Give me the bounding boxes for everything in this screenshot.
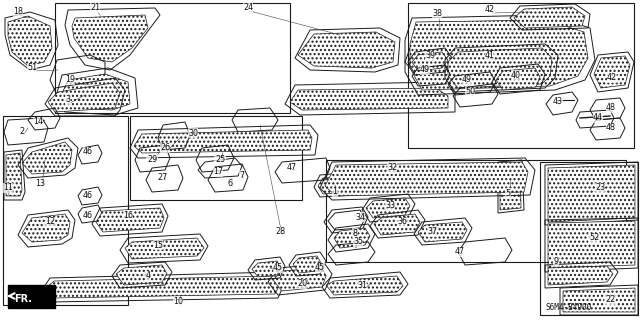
Text: 5: 5 <box>506 188 511 197</box>
Text: 28: 28 <box>275 228 285 236</box>
Polygon shape <box>298 32 395 68</box>
Text: 3: 3 <box>65 95 70 105</box>
Text: 35: 35 <box>353 237 363 246</box>
Text: 48: 48 <box>606 103 616 113</box>
Text: 37: 37 <box>427 228 437 236</box>
Polygon shape <box>318 176 356 194</box>
Text: 36: 36 <box>397 218 407 227</box>
Polygon shape <box>8 16 52 66</box>
Text: 4: 4 <box>145 271 150 281</box>
Polygon shape <box>134 130 312 153</box>
Text: 27: 27 <box>158 172 168 181</box>
Text: 7: 7 <box>239 171 244 180</box>
Polygon shape <box>548 221 635 268</box>
Text: 52: 52 <box>589 234 599 243</box>
Text: 34: 34 <box>355 212 365 221</box>
Text: 45: 45 <box>273 263 283 273</box>
Text: 16: 16 <box>123 211 133 220</box>
Polygon shape <box>448 48 552 88</box>
Polygon shape <box>6 153 22 196</box>
Text: 41: 41 <box>485 52 495 60</box>
Text: 32: 32 <box>387 164 397 172</box>
Polygon shape <box>548 266 613 285</box>
Text: 46: 46 <box>83 211 93 220</box>
Text: 33: 33 <box>385 202 395 211</box>
Text: 14: 14 <box>33 117 43 126</box>
Polygon shape <box>418 222 467 242</box>
Text: 18: 18 <box>13 7 23 17</box>
Text: 6: 6 <box>227 179 232 188</box>
Polygon shape <box>60 74 130 110</box>
Text: 8: 8 <box>353 228 358 237</box>
Text: 46: 46 <box>83 148 93 156</box>
Text: 21: 21 <box>90 4 100 12</box>
Polygon shape <box>116 265 167 285</box>
Polygon shape <box>325 162 528 196</box>
Polygon shape <box>22 214 70 242</box>
Text: 47: 47 <box>455 247 465 257</box>
Polygon shape <box>96 208 164 232</box>
Polygon shape <box>125 238 204 259</box>
Text: 17: 17 <box>213 167 223 177</box>
Text: 25: 25 <box>215 156 225 164</box>
Text: 49: 49 <box>462 76 472 84</box>
Polygon shape <box>48 83 120 112</box>
Text: 49: 49 <box>420 66 430 75</box>
Text: 46: 46 <box>83 191 93 201</box>
Polygon shape <box>563 288 635 312</box>
Polygon shape <box>366 198 410 218</box>
Polygon shape <box>548 165 635 222</box>
Polygon shape <box>290 88 448 110</box>
Polygon shape <box>293 256 321 273</box>
Text: S6M4-B4900: S6M4-B4900 <box>546 302 592 311</box>
Polygon shape <box>470 50 515 78</box>
Text: 31: 31 <box>357 282 367 291</box>
Text: 30: 30 <box>188 129 198 138</box>
Polygon shape <box>500 163 521 210</box>
Text: 24: 24 <box>243 4 253 12</box>
Text: FR.: FR. <box>14 294 32 304</box>
Polygon shape <box>334 228 370 248</box>
Polygon shape <box>273 268 326 291</box>
Text: 42: 42 <box>485 5 495 14</box>
Polygon shape <box>252 261 281 277</box>
Text: 11: 11 <box>3 183 13 193</box>
Text: 9: 9 <box>554 258 559 267</box>
Text: 23: 23 <box>595 183 605 193</box>
Text: 10: 10 <box>173 298 183 307</box>
Text: 38: 38 <box>432 10 442 19</box>
Text: 2: 2 <box>19 126 24 135</box>
Text: 50: 50 <box>465 87 475 97</box>
Polygon shape <box>408 50 458 70</box>
Polygon shape <box>514 7 585 28</box>
Text: 45: 45 <box>315 263 325 273</box>
Text: 39: 39 <box>425 52 435 60</box>
Polygon shape <box>410 20 588 90</box>
Polygon shape <box>46 276 280 298</box>
Text: 13: 13 <box>35 179 45 188</box>
Text: 48: 48 <box>606 124 616 132</box>
Text: 40: 40 <box>511 70 521 79</box>
Text: 12: 12 <box>45 218 55 227</box>
Polygon shape <box>22 142 72 174</box>
Polygon shape <box>412 52 448 71</box>
Text: 1: 1 <box>333 188 337 196</box>
Text: 19: 19 <box>65 76 75 84</box>
Polygon shape <box>8 285 55 308</box>
Polygon shape <box>594 56 630 88</box>
Text: 42: 42 <box>607 74 617 83</box>
Polygon shape <box>374 214 420 235</box>
Text: 44: 44 <box>593 114 603 123</box>
Text: 43: 43 <box>553 98 563 107</box>
Polygon shape <box>326 276 403 295</box>
Text: 22: 22 <box>605 295 615 305</box>
Text: 15: 15 <box>153 241 163 250</box>
Text: 20: 20 <box>297 279 307 289</box>
Text: 47: 47 <box>287 164 297 172</box>
Text: 29: 29 <box>147 156 157 164</box>
Polygon shape <box>72 15 148 62</box>
Text: 51: 51 <box>27 63 37 73</box>
Polygon shape <box>496 68 540 90</box>
Text: 26: 26 <box>160 143 170 153</box>
